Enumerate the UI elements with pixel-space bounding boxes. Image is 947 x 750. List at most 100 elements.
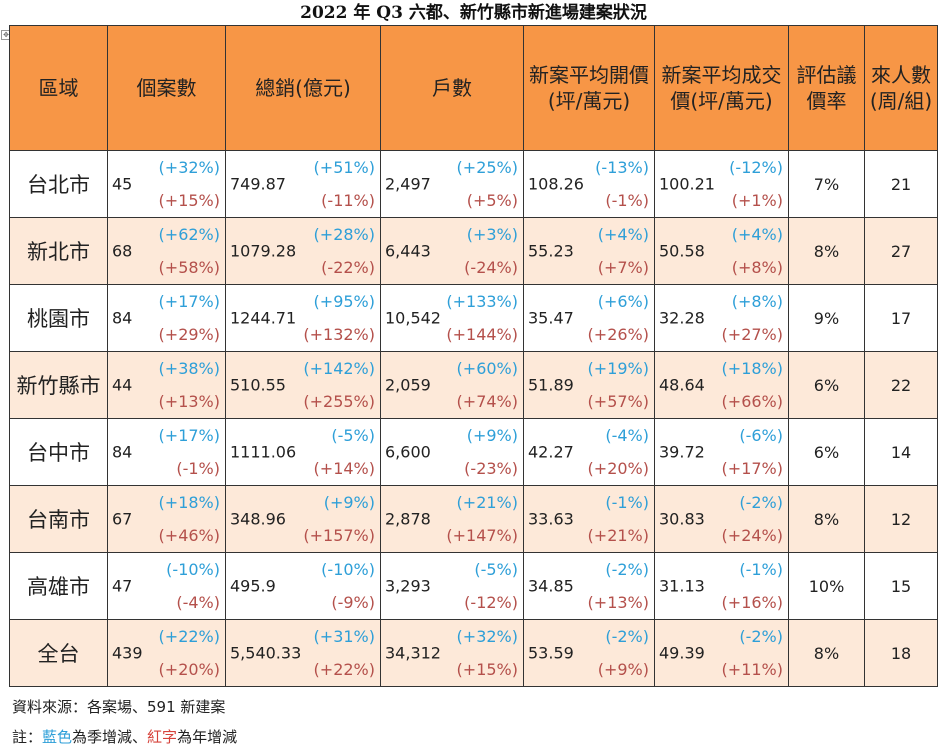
cell-value: 5,540.33 (230, 643, 302, 663)
yoy-change: (+21%) (587, 526, 649, 545)
yoy-change: (-4%) (176, 593, 220, 612)
cell-value: 510.55 (230, 375, 286, 395)
qoq-change: (-5%) (331, 426, 375, 445)
sales-cell: 749.87 (+51%) (-11%) (225, 150, 381, 218)
qoq-change: (+62%) (158, 225, 220, 244)
cell-value: 49.39 (659, 643, 705, 663)
yoy-change: (+13%) (587, 593, 649, 612)
qoq-change: (+32%) (158, 158, 220, 177)
deal-price-cell: 39.72 (-6%) (+17%) (654, 418, 789, 486)
deal-price-cell: 31.13 (-1%) (+16%) (654, 552, 789, 620)
table-row-total: 全台 439 (+22%) (+20%) 5,540.33 (+31%) (+22%) … (9, 619, 938, 687)
visitors-cell: 22 (864, 351, 938, 419)
qoq-change: (+6%) (597, 292, 649, 311)
cell-value: 53.59 (528, 643, 574, 663)
qoq-change: (+22%) (158, 627, 220, 646)
cell-value: 42.27 (528, 442, 574, 462)
deal-price-cell: 50.58 (+4%) (+8%) (654, 217, 789, 285)
cases-cell: 47 (-10%) (-4%) (107, 552, 226, 620)
table-row: 高雄市 47 (-10%) (-4%) 495.9 (-10%) (-9%) 3,293… (9, 552, 938, 620)
yoy-change: (+58%) (158, 258, 220, 277)
table-row: 台中市 84 (+17%) (-1%) 1111.06 (-5%) (+14%) 6,6… (9, 418, 938, 486)
yoy-change: (+20%) (587, 459, 649, 478)
qoq-change: (-4%) (605, 426, 649, 445)
qoq-change: (+51%) (313, 158, 375, 177)
sales-cell: 1244.71 (+95%) (+132%) (225, 284, 381, 352)
housing-data-table: 區域 個案數 總銷(億元) 戶數 新案平均開價(坪/萬元) 新案平均成交價(坪/… (9, 25, 938, 687)
deal-price-cell: 100.21 (-12%) (+1%) (654, 150, 789, 218)
yoy-change: (+5%) (466, 191, 518, 210)
yoy-change: (+15%) (456, 660, 518, 679)
header-open-price: 新案平均開價(坪/萬元) (523, 25, 655, 151)
cases-cell: 84 (+17%) (-1%) (107, 418, 226, 486)
cell-value: 34.85 (528, 576, 574, 596)
visitors-cell: 18 (864, 619, 938, 687)
cell-value: 439 (112, 643, 143, 663)
units-cell: 6,443 (+3%) (-24%) (380, 217, 524, 285)
yoy-change: (-22%) (321, 258, 375, 277)
table-row: 新北市 68 (+62%) (+58%) 1079.28 (+28%) (-22%) 6… (9, 217, 938, 285)
open-price-cell: 53.59 (-2%) (+9%) (523, 619, 655, 687)
visitors-cell: 14 (864, 418, 938, 486)
qoq-change: (-2%) (739, 493, 783, 512)
note-prefix: 註： (12, 728, 43, 746)
sales-cell: 1111.06 (-5%) (+14%) (225, 418, 381, 486)
table-row: 桃園市 84 (+17%) (+29%) 1244.71 (+95%) (+132%) … (9, 284, 938, 352)
region-cell: 台南市 (9, 485, 108, 553)
cell-value: 31.13 (659, 576, 705, 596)
yoy-change: (+14%) (313, 459, 375, 478)
cell-value: 2,059 (385, 375, 431, 395)
qoq-change: (+28%) (313, 225, 375, 244)
yoy-change: (+9%) (597, 660, 649, 679)
yoy-change: (-24%) (464, 258, 518, 277)
cell-value: 84 (112, 442, 133, 462)
yoy-change: (+27%) (721, 325, 783, 344)
yoy-change: (-11%) (321, 191, 375, 210)
yoy-change: (+157%) (303, 526, 375, 545)
yoy-change: (+29%) (158, 325, 220, 344)
note-blue-text: 藍色 (42, 728, 73, 746)
cases-cell: 439 (+22%) (+20%) (107, 619, 226, 687)
yoy-change: (+26%) (587, 325, 649, 344)
yoy-change: (+255%) (303, 392, 375, 411)
cell-value: 33.63 (528, 509, 574, 529)
visitors-cell: 15 (864, 552, 938, 620)
qoq-change: (-5%) (474, 560, 518, 579)
open-price-cell: 108.26 (-13%) (-1%) (523, 150, 655, 218)
region-cell: 桃園市 (9, 284, 108, 352)
visitors-cell: 12 (864, 485, 938, 553)
header-row: 區域 個案數 總銷(億元) 戶數 新案平均開價(坪/萬元) 新案平均成交價(坪/… (9, 25, 938, 151)
cell-value: 68 (112, 241, 133, 261)
qoq-change: (-2%) (739, 627, 783, 646)
qoq-change: (+4%) (731, 225, 783, 244)
bargain-rate-cell: 10% (788, 552, 865, 620)
yoy-change: (+22%) (313, 660, 375, 679)
yoy-change: (+57%) (587, 392, 649, 411)
cell-value: 47 (112, 576, 133, 596)
cell-value: 55.23 (528, 241, 574, 261)
cell-value: 51.89 (528, 375, 574, 395)
cell-value: 2,878 (385, 509, 431, 529)
qoq-change: (+21%) (456, 493, 518, 512)
units-cell: 6,600 (+9%) (-23%) (380, 418, 524, 486)
note-suffix: 為年增減 (177, 728, 238, 746)
legend-note: 註：藍色為季增減、紅字為年增減 (12, 726, 237, 747)
cell-value: 1111.06 (230, 442, 297, 462)
cell-value: 100.21 (659, 174, 715, 194)
header-units: 戶數 (380, 25, 524, 151)
sales-cell: 510.55 (+142%) (+255%) (225, 351, 381, 419)
qoq-change: (+133%) (446, 292, 518, 311)
qoq-change: (-10%) (166, 560, 220, 579)
visitors-cell: 27 (864, 217, 938, 285)
cell-value: 1079.28 (230, 241, 297, 261)
units-cell: 2,059 (+60%) (+74%) (380, 351, 524, 419)
cell-value: 39.72 (659, 442, 705, 462)
qoq-change: (+4%) (597, 225, 649, 244)
visitors-cell: 21 (864, 150, 938, 218)
qoq-change: (+18%) (158, 493, 220, 512)
yoy-change: (+20%) (158, 660, 220, 679)
qoq-change: (+142%) (303, 359, 375, 378)
open-price-cell: 33.63 (-1%) (+21%) (523, 485, 655, 553)
cell-value: 495.9 (230, 576, 276, 596)
cell-value: 32.28 (659, 308, 705, 328)
